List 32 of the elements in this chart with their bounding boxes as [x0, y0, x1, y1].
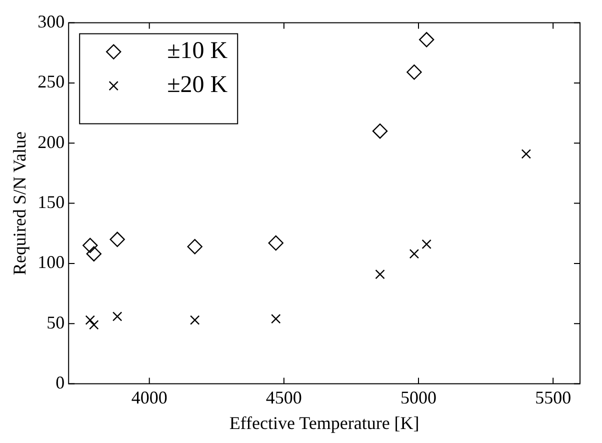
- point: [422, 239, 432, 250]
- point: [86, 246, 102, 262]
- point: [89, 320, 99, 330]
- legend-label: ±20 K: [167, 72, 228, 98]
- y-tick-label: 150: [38, 192, 65, 212]
- legend-label: ±10 K: [167, 38, 228, 64]
- x-tick-label: 4000: [131, 387, 168, 408]
- y-tick-label: 250: [38, 72, 65, 92]
- point: [187, 239, 202, 254]
- y-tick-label: 300: [38, 12, 65, 32]
- point: [85, 315, 95, 325]
- point: [372, 124, 388, 139]
- point: [268, 235, 284, 251]
- point: [521, 149, 532, 159]
- point: [271, 314, 281, 324]
- x-axis-title: Effective Temperature [K]: [229, 412, 420, 433]
- point: [409, 249, 420, 259]
- point: [190, 315, 200, 325]
- y-tick-label: 50: [46, 312, 65, 332]
- x-tick-label: 5500: [535, 387, 572, 408]
- point: [375, 269, 385, 280]
- y-tick-label: 200: [38, 132, 65, 152]
- y-tick-label: 0: [56, 372, 65, 393]
- point: [82, 238, 98, 254]
- x-tick-label: 5000: [400, 387, 437, 408]
- point: [406, 64, 422, 80]
- point: [418, 32, 434, 48]
- y-tick-label: 100: [38, 252, 65, 272]
- x-tick-label: 4500: [266, 387, 302, 408]
- point: [110, 232, 125, 247]
- y-axis-title: Required S/N Value: [10, 131, 30, 276]
- point: [112, 312, 122, 322]
